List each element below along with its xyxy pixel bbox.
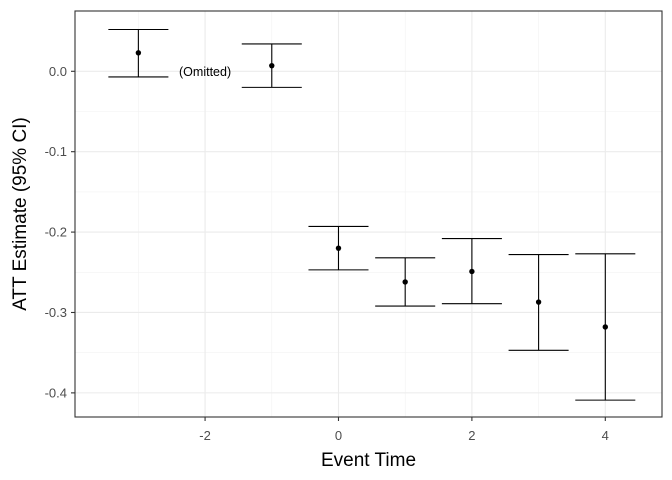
point-estimate [335, 245, 342, 251]
point-estimate [535, 299, 542, 305]
axis-tick-labels: -2 0 2 4 0.0 -0.1 -0.2 -0.3 -0.4 [45, 64, 609, 443]
error-bars [108, 28, 636, 401]
point-estimate [602, 324, 609, 330]
x-axis-title: Event Time [321, 450, 416, 471]
omitted-annotation: (Omitted) [179, 65, 231, 79]
x-tick-label: 0 [335, 428, 342, 443]
axis-ticks [71, 70, 606, 421]
point-estimates [135, 50, 609, 330]
x-tick-label: -2 [199, 428, 211, 443]
y-tick-label: -0.4 [45, 385, 67, 400]
point-estimate [135, 50, 142, 56]
x-tick-label: 2 [468, 428, 475, 443]
y-tick-label: -0.2 [45, 225, 67, 240]
y-tick-label: -0.1 [45, 144, 67, 159]
point-estimate [402, 279, 408, 285]
panel-border [74, 10, 663, 418]
x-tick-label: 4 [602, 428, 609, 443]
y-tick-label: 0.0 [49, 64, 67, 79]
y-axis-title: ATT Estimate (95% CI) [10, 117, 31, 311]
annotations: (Omitted) [179, 65, 231, 79]
point-estimate [269, 62, 275, 69]
point-estimate [469, 268, 475, 275]
minor-gridlines [75, 11, 662, 417]
y-tick-label: -0.3 [45, 305, 67, 320]
major-gridlines [75, 11, 662, 417]
